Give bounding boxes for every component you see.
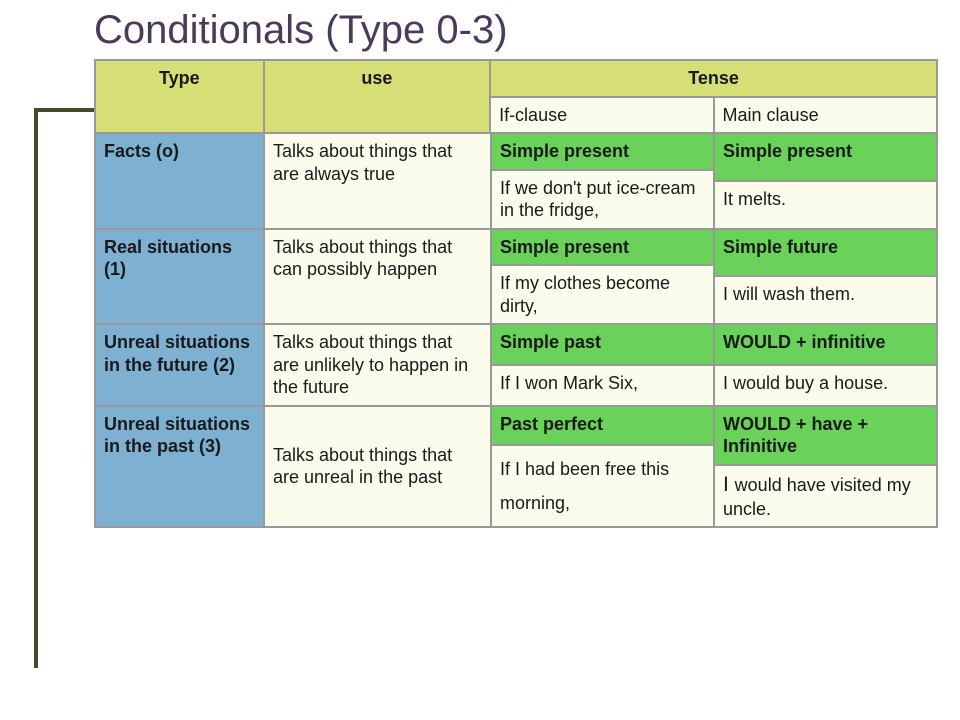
- main-example-rest: would have visited my uncle.: [723, 475, 911, 519]
- col-header-type: Type: [95, 60, 264, 97]
- main-example-prefix: I: [723, 473, 735, 496]
- main-example: I will wash them.: [714, 276, 937, 324]
- accent-horizontal-bar: [34, 108, 94, 112]
- table-header-row-1: Type use Tense: [95, 60, 937, 97]
- accent-vertical-bar: [34, 108, 38, 668]
- main-tense: Simple future: [714, 229, 937, 277]
- conditionals-table: Type use Tense If-clause Main clause Fac…: [94, 59, 938, 528]
- type-label: Facts (o): [95, 133, 264, 229]
- type-label: Unreal situations in the future (2): [95, 324, 264, 406]
- main-example: It melts.: [714, 181, 937, 229]
- col-header-use: use: [264, 60, 490, 97]
- subheader-main-clause: Main clause: [714, 97, 937, 134]
- use-text: Talks about things that are unreal in th…: [264, 406, 491, 528]
- table-header-row-2: If-clause Main clause: [95, 97, 937, 134]
- type-label: Unreal situations in the past (3): [95, 406, 264, 528]
- main-example: I would have visited my uncle.: [714, 465, 937, 528]
- if-tense: Simple present: [491, 133, 714, 170]
- col-header-tense: Tense: [490, 60, 937, 97]
- if-example: If my clothes become dirty,: [491, 265, 714, 324]
- use-text: Talks about things that are unlikely to …: [264, 324, 491, 406]
- table-row: Facts (o) Talks about things that are al…: [95, 133, 937, 229]
- if-tense: Past perfect: [491, 406, 714, 445]
- col-header-use-cont: [264, 97, 490, 134]
- table-row: Real situations (1) Talks about things t…: [95, 229, 937, 325]
- table-row: Unreal situations in the past (3) Talks …: [95, 406, 937, 528]
- page-title: Conditionals (Type 0-3): [94, 8, 508, 53]
- col-header-type-cont: [95, 97, 264, 134]
- if-example: If I won Mark Six,: [491, 365, 714, 406]
- if-tense: Simple past: [491, 324, 714, 365]
- subheader-if-clause: If-clause: [490, 97, 713, 134]
- main-tense: WOULD + infinitive: [714, 324, 937, 365]
- if-tense: Simple present: [491, 229, 714, 266]
- main-tense: Simple present: [714, 133, 937, 181]
- if-example: If I had been free this morning,: [491, 445, 714, 527]
- table-row: Unreal situations in the future (2) Talk…: [95, 324, 937, 406]
- type-label: Real situations (1): [95, 229, 264, 325]
- main-tense: WOULD + have + Infinitive: [714, 406, 937, 465]
- main-example: I would buy a house.: [714, 365, 937, 406]
- use-text: Talks about things that are always true: [264, 133, 491, 229]
- use-text: Talks about things that can possibly hap…: [264, 229, 491, 325]
- if-example: If we don't put ice-cream in the fridge,: [491, 170, 714, 229]
